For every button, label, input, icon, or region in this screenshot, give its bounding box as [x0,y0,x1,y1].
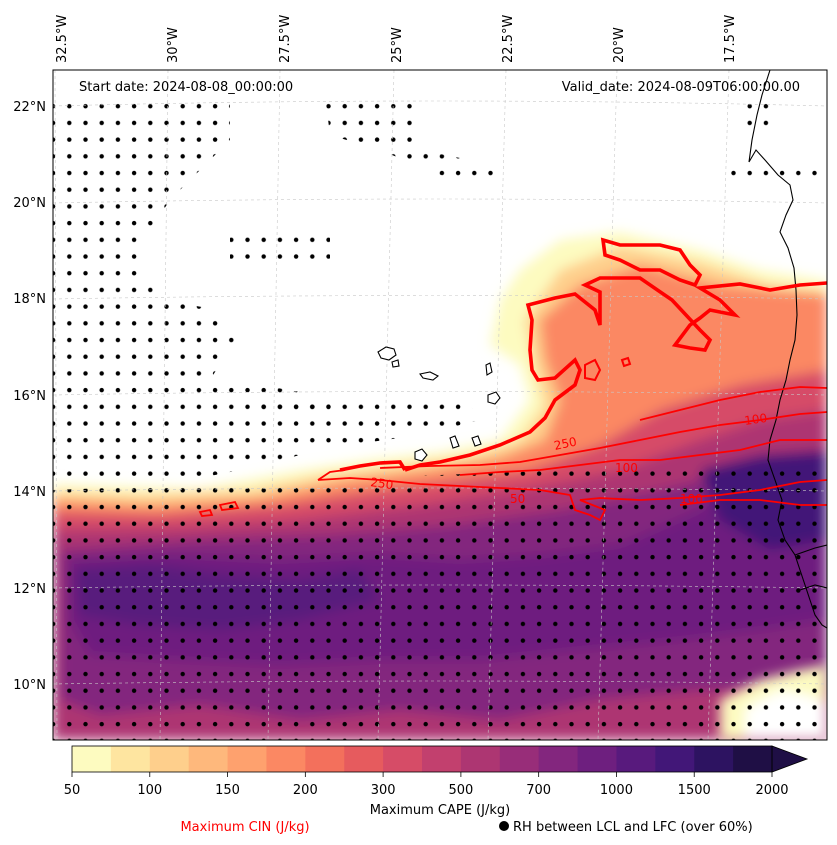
colorbar-tick-label: 100 [137,783,162,798]
cin-contour-100 [317,477,827,522]
cin-contour-upper [639,386,827,421]
colorbar-cell [266,746,306,772]
cin-contour-lower [679,499,827,506]
rh-legend-label: RH between LCL and LFC (over 60%) [513,820,753,835]
cin-contour-west-3 [317,469,346,481]
colorbar-outline [71,745,773,773]
lon-tick-17-5w: 17.5°W [723,15,738,63]
coastline [748,70,827,629]
colorbar: 50 100 150 200 300 500 700 1000 1500 2000 Maximum… [64,745,809,818]
colorbar-tick-label: 50 [64,783,81,798]
contour-label-250-b: 250 [370,475,395,492]
lat-tick-18n: 18°N [13,292,46,307]
lat-tick-22n: 22°N [13,100,46,115]
cin-legend-label: Maximum CIN (J/kg) [180,820,309,835]
colorbar-cell [499,746,540,772]
lon-tick-30w: 30°W [166,27,181,63]
colorbar-tick-label: 2000 [755,783,788,798]
cin-contour-small-2 [620,356,632,368]
colorbar-tick-label: 300 [371,783,396,798]
colorbar-cell [616,746,656,772]
colorbar-cell [344,746,384,772]
cin-contour-mid-2 [459,439,827,476]
colorbar-cell [733,746,773,772]
lon-tick-22-5w: 22.5°W [501,15,516,63]
cin-contour-west-2 [218,500,240,511]
colorbar-cell [655,746,695,772]
lat-tick-14n: 14°N [13,485,46,500]
lon-tick-25w: 25°W [390,27,405,63]
cape-verde-islands [377,346,501,462]
rh-dots [53,95,827,740]
colorbar-cell [577,746,617,772]
lat-tick-10n: 10°N [13,678,46,693]
colorbar-tick-label: 500 [448,783,473,798]
colorbar-tick-label: 1500 [678,783,711,798]
colorbar-cell [188,746,229,772]
colorbar-extend-arrow [771,745,809,773]
contour-label-100-b: 100 [743,411,768,428]
colorbar-tick-label: 150 [215,783,240,798]
valid-date-label: Valid_date: 2024-08-09T06:00:00.00 [562,80,800,95]
lon-tick-20w: 20°W [612,27,627,63]
contour-label-250-a: 250 [553,434,578,452]
lon-tick-labels: 32.5°W 30°W 27.5°W 25°W 22.5°W 20°W 17.5… [55,15,738,63]
map-border [52,69,828,741]
cin-contour-250-inner [600,237,703,288]
lon-tick-32-5w: 32.5°W [55,15,70,63]
colorbar-label: Maximum CAPE (J/kg) [370,803,510,818]
lat-tick-12n: 12°N [13,582,46,597]
lat-tick-labels: 22°N 20°N 18°N 16°N 14°N 12°N 10°N [13,100,46,693]
colorbar-cell [383,746,423,772]
colorbar-cell [538,746,579,772]
colorbar-cell [227,746,267,772]
cin-contour-mid [379,411,827,469]
cin-contour-250-thick [404,276,827,472]
colorbar-tick-label: 700 [526,783,551,798]
start-date-label: Start date: 2024-08-08_00:00:00 [79,80,293,95]
contour-label-50: 50 [510,492,525,506]
cin-contour-small-1 [584,358,602,382]
cin-contour-west-1 [198,508,214,517]
colorbar-cell [110,746,151,772]
lon-tick-27-5w: 27.5°W [278,15,293,63]
colorbar-cell [72,746,112,772]
lat-tick-20n: 20°N [13,196,46,211]
colorbar-cell [305,746,345,772]
cin-contours [198,237,827,522]
contour-label-100-a: 100 [615,461,638,475]
colorbar-cells [72,746,773,772]
contour-label-100-c: 100 [680,492,703,506]
cin-contour-250-left [339,460,407,472]
cin-contour-labels: 250 250 100 100 50 100 [370,411,769,506]
gridlines [53,70,827,740]
colorbar-tick-label: 200 [293,783,318,798]
rh-legend-dot [499,821,509,831]
colorbar-ticks: 50 100 150 200 300 500 700 1000 1500 2000 [64,772,789,798]
colorbar-tick-label: 1000 [600,783,633,798]
colorbar-cell [422,746,462,772]
colorbar-cell [694,746,734,772]
colorbar-cell [460,746,501,772]
lat-tick-16n: 16°N [13,389,46,404]
colorbar-cell [149,746,190,772]
